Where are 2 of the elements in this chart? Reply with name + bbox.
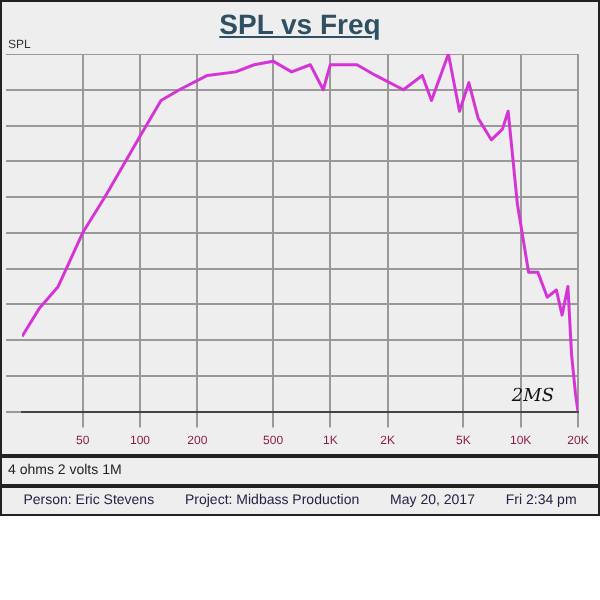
chart-title: SPL vs Freq	[217, 6, 383, 40]
annotation: 2MS	[509, 387, 554, 408]
